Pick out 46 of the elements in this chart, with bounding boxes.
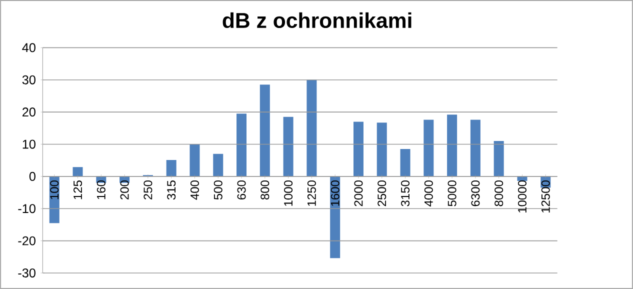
x-tick-label: 250 bbox=[144, 180, 152, 200]
bar bbox=[260, 84, 270, 176]
bar bbox=[306, 80, 317, 176]
y-tick-label: 30 bbox=[22, 75, 36, 84]
x-tick-label: 6300 bbox=[471, 180, 480, 206]
bar bbox=[236, 114, 247, 176]
y-tick-label: 40 bbox=[22, 43, 36, 52]
x-tick-label: 3150 bbox=[401, 180, 410, 206]
x-tick-label: 1000 bbox=[284, 180, 293, 206]
x-tick-label: 100 bbox=[50, 180, 59, 200]
x-tick-label: 2000 bbox=[354, 180, 363, 206]
bar bbox=[400, 149, 410, 176]
bar bbox=[283, 116, 294, 176]
x-tick-label: 630 bbox=[237, 180, 246, 200]
bar bbox=[190, 144, 200, 176]
x-tick-label: 200 bbox=[120, 180, 129, 200]
y-tick-label: 20 bbox=[22, 108, 36, 117]
x-tick-label: 5000 bbox=[448, 180, 456, 206]
y-tick-label: 0 bbox=[29, 172, 36, 181]
x-tick-label: 8000 bbox=[494, 180, 504, 206]
y-tick-label: 10 bbox=[22, 140, 36, 149]
bar bbox=[447, 114, 458, 176]
bar bbox=[353, 122, 364, 176]
bar bbox=[376, 122, 387, 176]
x-tick-label: 12500 bbox=[541, 180, 550, 212]
chart-title: dB z ochronnikami bbox=[222, 12, 412, 28]
x-tick-label: 125 bbox=[74, 180, 82, 200]
x-tick-label: 800 bbox=[260, 180, 270, 200]
x-tick-label: 400 bbox=[190, 180, 199, 200]
x-tick-label: 4000 bbox=[424, 180, 433, 206]
x-tick-label: 2500 bbox=[378, 180, 386, 206]
y-tick-label: -10 bbox=[18, 204, 36, 214]
bar bbox=[213, 154, 224, 176]
bar bbox=[424, 120, 434, 176]
y-tick-label: -30 bbox=[18, 268, 36, 278]
x-tick-label: 1250 bbox=[307, 180, 316, 206]
y-tick-label: -20 bbox=[18, 236, 36, 246]
x-tick-label: 1600 bbox=[330, 180, 340, 206]
x-tick-label: 160 bbox=[96, 180, 106, 200]
bar bbox=[166, 160, 176, 176]
x-tick-label: 315 bbox=[167, 180, 176, 200]
x-tick-label: 500 bbox=[214, 180, 222, 200]
x-tick-label: 10000 bbox=[518, 180, 526, 212]
bar bbox=[72, 167, 83, 176]
bar bbox=[470, 120, 480, 176]
bar bbox=[494, 141, 504, 176]
